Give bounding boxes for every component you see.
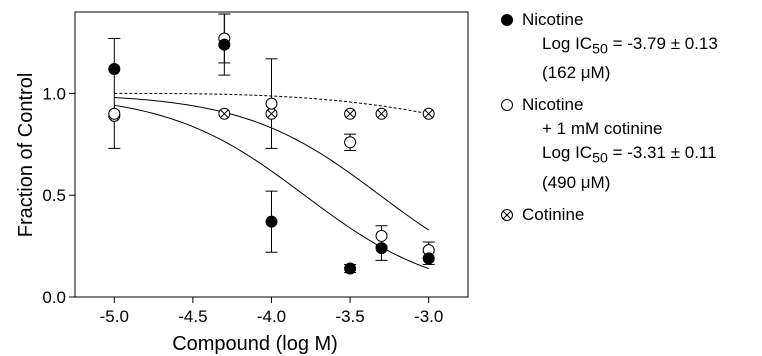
axes: -5.0 -4.5 -4.0 -3.5 -3.0 0.0 0.5 1.0 — [42, 11, 469, 326]
legend-concentration: (162 μM) — [542, 63, 611, 83]
legend-entry-nicotine: Nicotine Log IC50 = -3.79 ± 0.13 (162 μM… — [498, 8, 760, 85]
y-tick-label: 1.0 — [42, 84, 66, 103]
y-axis-label: Fraction of Control — [15, 73, 37, 238]
legend-label: Cotinine — [522, 204, 585, 224]
data-point-nicotine — [422, 252, 435, 265]
legend-additive: + 1 mM cotinine — [542, 119, 663, 139]
x-tick-label: -4.5 — [178, 307, 207, 326]
legend-ic50: Log IC50 = -3.31 ± 0.11 — [542, 143, 717, 167]
data-point-cotinine — [375, 107, 388, 120]
data-point-cotinine — [265, 107, 278, 120]
point-cross — [377, 109, 386, 119]
legend-label: Nicotine — [522, 10, 584, 29]
x-tick-label: -5.0 — [100, 307, 129, 326]
point-cross — [267, 109, 276, 119]
open-circle-icon — [501, 99, 513, 112]
data-point-nicotine-cotinine — [344, 136, 357, 149]
data-point-nicotine-cotinine — [375, 229, 388, 242]
legend-label: Nicotine — [522, 95, 584, 115]
filled-circle-icon — [501, 14, 513, 26]
x-tick-label: -3.5 — [335, 307, 364, 326]
data-points — [108, 32, 435, 275]
fit-curve-nicotine — [114, 104, 429, 270]
y-tick-label: 0.5 — [42, 186, 66, 205]
plot-frame — [74, 11, 469, 298]
data-point-cotinine — [218, 107, 231, 120]
data-point-nicotine-cotinine — [108, 107, 121, 120]
crossed-circle-icon — [501, 208, 513, 221]
y-tick-label: 0.0 — [42, 288, 66, 307]
data-point-nicotine — [375, 242, 388, 255]
data-point-nicotine — [218, 38, 231, 51]
chart: -5.0 -4.5 -4.0 -3.5 -3.0 0.0 0.5 1.0 Compound (… — [15, 11, 469, 355]
legend-entry-nicotine-cotinine: Nicotine + 1 mM cotinine Log IC50 = -3.3… — [498, 93, 760, 194]
point-cross — [220, 109, 229, 119]
data-point-nicotine — [265, 215, 278, 228]
legend-entry-cotinine: Cotinine — [498, 203, 760, 227]
legend: Nicotine Log IC50 = -3.79 ± 0.13 (162 μM… — [498, 8, 760, 235]
data-point-nicotine-cotinine — [265, 97, 278, 110]
data-point-cotinine — [344, 107, 357, 120]
point-cross — [345, 109, 355, 119]
data-point-cotinine — [422, 107, 435, 120]
legend-ic50: Log IC50 = -3.79 ± 0.13 — [542, 34, 718, 58]
data-point-nicotine — [108, 63, 121, 75]
point-cross — [424, 109, 433, 119]
x-tick-label: -3.0 — [414, 307, 443, 326]
data-point-nicotine — [344, 262, 357, 275]
x-axis-label: Compound (log M) — [172, 333, 338, 355]
x-tick-label: -4.0 — [257, 307, 286, 326]
legend-concentration: (490 μM) — [542, 172, 611, 192]
